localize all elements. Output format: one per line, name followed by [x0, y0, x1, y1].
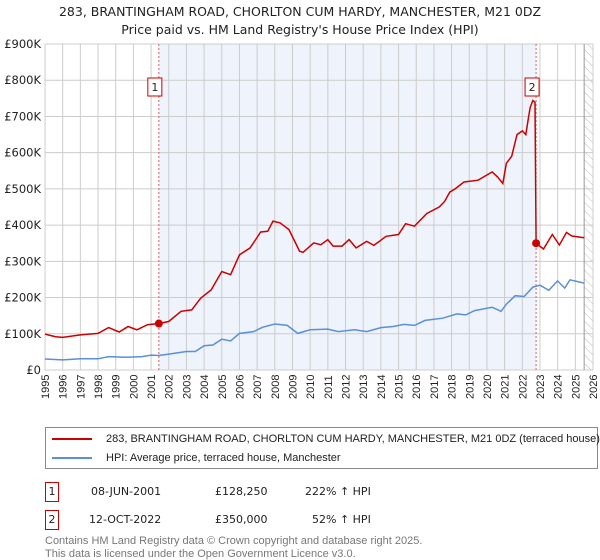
chart-subtitle: Price paid vs. HM Land Registry's House … — [121, 22, 479, 37]
sale-row: 2 12-OCT-2022 £350,000 52% ↑ HPI — [45, 510, 545, 530]
footer: Contains HM Land Registry data © Crown c… — [45, 535, 422, 560]
x-tick-label: 2006 — [234, 375, 246, 399]
x-tick-label: 2002 — [164, 375, 176, 399]
x-tick-label: 2008 — [270, 375, 282, 399]
x-tick-label: 2010 — [305, 375, 317, 399]
y-tick-label: £200K — [4, 291, 41, 305]
legend: 283, BRANTINGHAM ROAD, CHORLTON CUM HARD… — [45, 427, 600, 469]
sale-row: 1 08-JUN-2001 £128,250 222% ↑ HPI — [45, 482, 545, 502]
sale-marker-label: 2 — [529, 81, 536, 94]
sale-point — [154, 319, 163, 328]
legend-label-hpi: HPI: Average price, terraced house, Manc… — [106, 452, 341, 464]
x-tick-label: 2017 — [429, 375, 441, 399]
x-tick-label: 1999 — [111, 375, 123, 399]
sale-date: 12-OCT-2022 — [89, 513, 162, 526]
price-chart: 1995 1996 1997 1998 1999 2000 2001 2002 2003 2004… — [4, 37, 600, 399]
chart-title: 283, BRANTINGHAM ROAD, CHORLTON CUM HARD… — [58, 4, 542, 19]
y-tick-label: £600K — [4, 146, 41, 160]
x-tick-label: 2023 — [535, 375, 547, 399]
sale-point — [532, 239, 541, 248]
x-tick-label: 1997 — [75, 375, 87, 399]
x-tick-label: 2025 — [570, 375, 582, 399]
x-tick-label: 2015 — [394, 375, 406, 399]
y-tick-label: £800K — [4, 73, 41, 87]
x-tick-label: 2003 — [181, 375, 193, 399]
property-price-line — [44, 99, 585, 339]
x-tick-label: 2024 — [553, 375, 565, 399]
x-tick-label: 1995 — [40, 375, 52, 399]
sale-price: £128,250 — [215, 485, 268, 498]
x-tick-label: 2009 — [287, 375, 299, 399]
y-tick-label: £900K — [4, 37, 41, 51]
x-tick-label: 1998 — [93, 375, 105, 399]
y-tick-label: £700K — [4, 109, 41, 123]
sale-marker: 2 — [45, 510, 59, 530]
x-tick-label: 2026 — [588, 375, 600, 399]
y-tick-label: £300K — [4, 254, 41, 268]
x-tick-label: 2018 — [447, 375, 459, 399]
ownership-period-shade — [158, 44, 537, 370]
hpi-line — [44, 278, 585, 361]
sale-hpi-change: 52% ↑ HPI — [312, 513, 371, 526]
y-tick-label: £400K — [4, 218, 41, 232]
x-tick-label: 1996 — [58, 375, 70, 399]
x-tick-label: 2014 — [376, 375, 388, 399]
x-tick-label: 2001 — [146, 375, 158, 399]
x-tick-label: 2013 — [358, 375, 370, 399]
footer-licence: This data is licensed under the Open Gov… — [45, 547, 356, 560]
x-tick-label: 2020 — [482, 375, 494, 399]
forecast-hatch — [584, 44, 593, 370]
legend-swatch-property — [52, 438, 92, 440]
sale-date: 08-JUN-2001 — [91, 485, 162, 498]
x-tick-label: 2004 — [199, 375, 211, 399]
legend-swatch-hpi — [52, 457, 92, 459]
y-tick-label: £100K — [4, 327, 41, 341]
y-tick-label: £500K — [4, 182, 41, 196]
x-tick-label: 2022 — [517, 375, 529, 399]
x-tick-label: 2007 — [252, 375, 264, 399]
x-tick-label: 2021 — [500, 375, 512, 399]
x-tick-label: 2019 — [464, 375, 476, 399]
x-tick-label: 2005 — [217, 375, 229, 399]
sale-marker-box — [147, 77, 163, 97]
footer-copyright: Contains HM Land Registry data © Crown c… — [45, 535, 423, 547]
y-tick-label: £0 — [26, 363, 41, 377]
x-tick-label: 2012 — [341, 375, 353, 399]
x-tick-label: 2000 — [128, 375, 140, 399]
legend-label-property: 283, BRANTINGHAM ROAD, CHORLTON CUM HARD… — [106, 433, 600, 445]
sale-marker-label: 1 — [151, 81, 158, 94]
legend-item-property: 283, BRANTINGHAM ROAD, CHORLTON CUM HARD… — [46, 431, 600, 447]
sale-marker-box — [524, 77, 540, 97]
legend-item-hpi: HPI: Average price, terraced house, Manc… — [46, 450, 341, 466]
sale-hpi-change: 222% ↑ HPI — [305, 485, 371, 498]
sale-marker: 1 — [45, 482, 59, 502]
x-tick-label: 2016 — [411, 375, 423, 399]
x-tick-label: 2011 — [323, 375, 335, 399]
sale-price: £350,000 — [215, 513, 268, 526]
